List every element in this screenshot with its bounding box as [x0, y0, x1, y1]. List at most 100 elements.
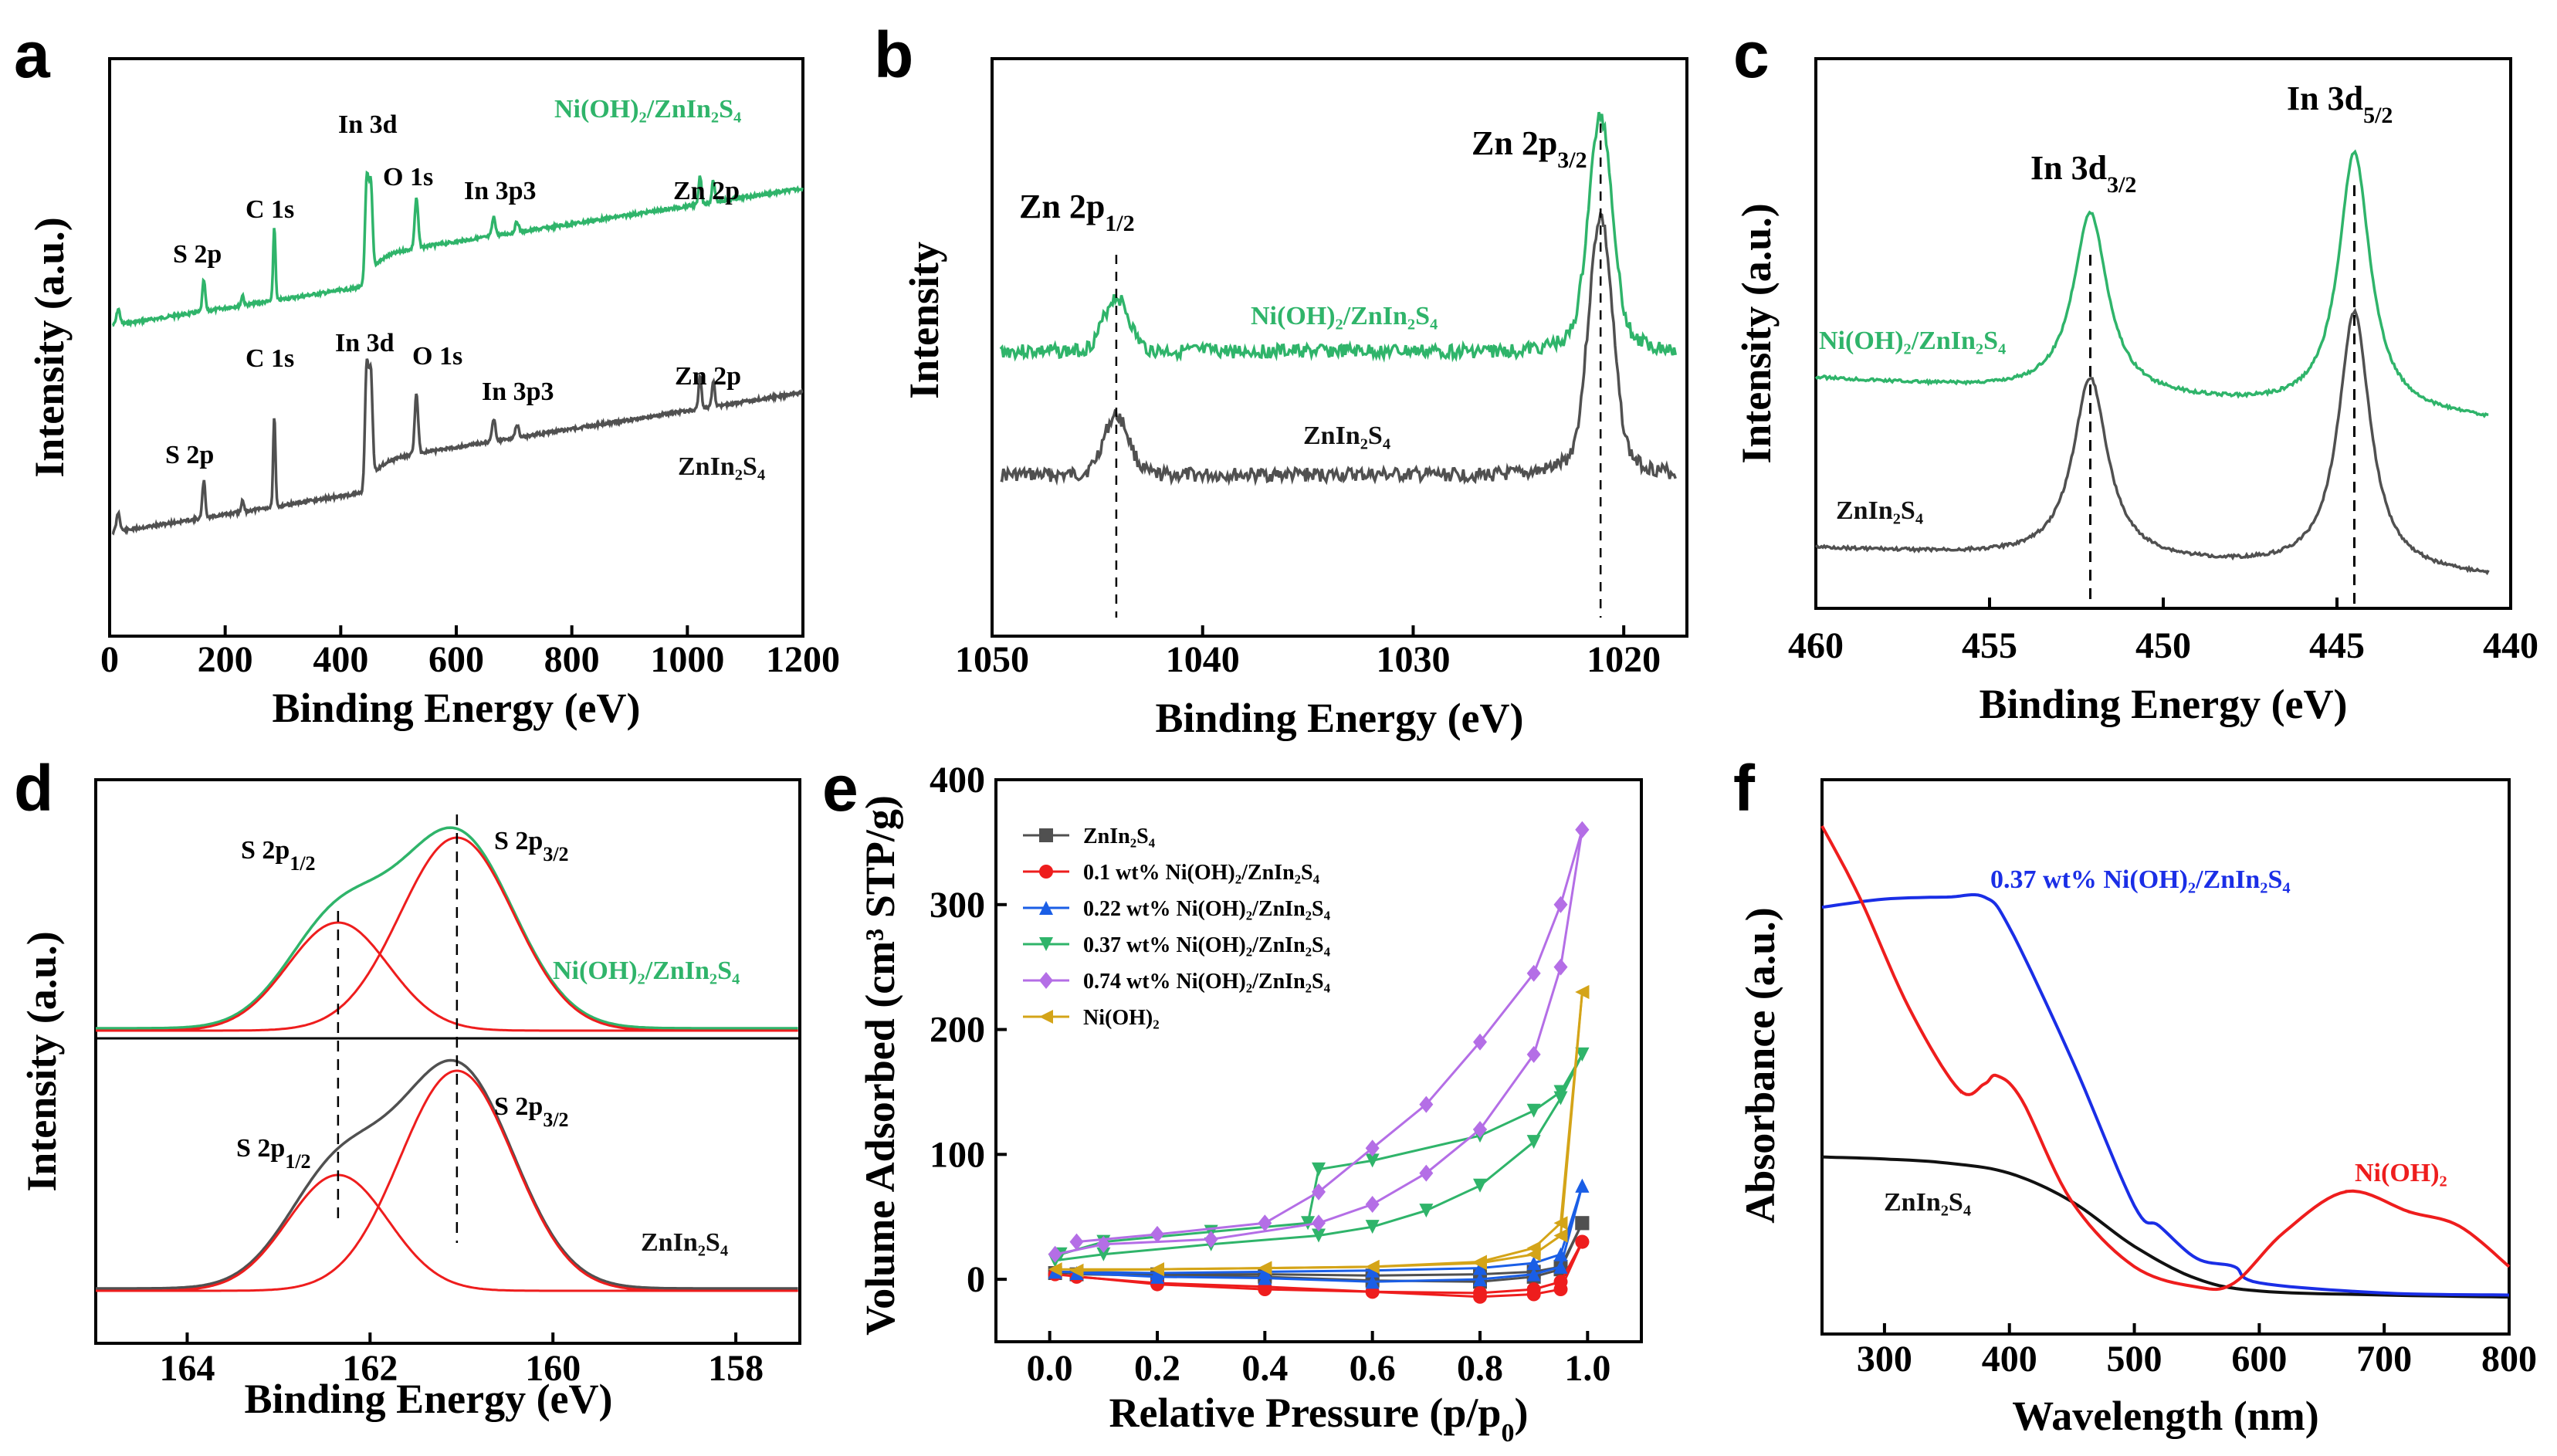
- panel-e-data-point: [1553, 896, 1568, 913]
- panel-e-data-point: [1312, 1183, 1326, 1200]
- panel-e-data-point: [1365, 1220, 1380, 1234]
- panel-a-tick-label: 1000: [650, 639, 724, 680]
- panel-f-tick-label: 800: [2481, 1339, 2537, 1380]
- panel-d-top-fit-2p32: [96, 836, 798, 1032]
- panel-c-xlabel: Binding Energy (eV): [1979, 681, 2347, 727]
- panel-e-data-point: [1526, 1045, 1541, 1063]
- panel-e-desorption-line: [1076, 829, 1583, 1244]
- panel-e-data-point: [1473, 1033, 1487, 1051]
- panel-a-zis-curve: [111, 358, 804, 536]
- panel-d-tick-label: 162: [342, 1348, 398, 1389]
- panel-d-bottom-envelope: [96, 1058, 798, 1290]
- panel-a-bottom-peak-label: C 1s: [246, 344, 294, 373]
- panel-e-data-point: [1553, 1259, 1568, 1274]
- panel-c-ylabel: Intensity (a.u.): [1733, 203, 1780, 464]
- panel-c-tick-label: 450: [2135, 625, 2191, 666]
- panel-a-top-peak-label: In 3p3: [464, 177, 537, 205]
- panel-f-blue-label: 0.37 wt% Ni(OH)₂/ZnIn₂S₄: [1990, 865, 2291, 894]
- panel-c-tick-label: 445: [2309, 625, 2365, 666]
- panel-b-tick-label: 1030: [1376, 639, 1450, 680]
- panel-e-data-point: [1526, 1267, 1541, 1282]
- panel-e-legend-marker: [1039, 1010, 1053, 1024]
- panel-e-data-point: [1258, 1271, 1272, 1285]
- panel-e-ytick-label: 0: [967, 1259, 985, 1300]
- panel-a-bottom-peak-label: O 1s: [412, 342, 462, 371]
- panel-e-data-point: [1365, 1259, 1380, 1274]
- panel-c-tick-label: 460: [1788, 625, 1844, 666]
- panel-d-top-peak2-label: S 2p3/2: [494, 827, 569, 865]
- panel-e-series-2: [1048, 1178, 1590, 1289]
- panel-f-frame: [1820, 778, 2511, 1336]
- panel-e-legend-label: 0.22 wt% Ni(OH)₂/ZnIn₂S₄: [1083, 897, 1331, 921]
- panel-e-ticks: 0.0 0.2 0.4 0.6 0.8 1.0 0 100 200 300 400: [930, 760, 1610, 1389]
- panel-f-black-label: ZnIn₂S₄: [1884, 1188, 1971, 1217]
- panel-a-top-peak-label: O 1s: [383, 163, 433, 191]
- panel-e-data-point: [1553, 1228, 1568, 1243]
- panel-c-peak2-label: In 3d5/2: [2287, 80, 2393, 128]
- panel-b-ylabel: Intensity: [901, 242, 947, 399]
- panel-e-data-point: [1473, 1178, 1487, 1193]
- panel-e-data-point: [1419, 1204, 1434, 1218]
- panel-c-bottom-series-label: ZnIn₂S₄: [1836, 496, 1923, 525]
- panel-e-ylabel: Volume Adsorbed (cm³ STP/g): [857, 795, 903, 1336]
- panel-c-top-series-label: Ni(OH)₂/ZnIn₂S₄: [1819, 327, 2006, 355]
- panel-e-data-point: [1575, 1234, 1590, 1249]
- panel-f: f 300 400 500 600 700 800 Wavelength (nm) Abs…: [1733, 752, 2537, 1439]
- panel-a-curves: [111, 170, 804, 536]
- panel-b-letter: b: [874, 19, 913, 91]
- panel-e-ytick-label: 300: [930, 885, 985, 926]
- panel-e-legend-marker: [1039, 972, 1053, 989]
- panel-e-data-point: [1312, 1228, 1326, 1243]
- panel-e-xtick-label: 1.0: [1564, 1348, 1610, 1389]
- panel-a-tick-label: 0: [100, 639, 119, 680]
- panel-e-data-point: [1553, 1085, 1568, 1099]
- panel-e-data-point: [1473, 1120, 1487, 1138]
- panel-e-ytick-label: 200: [930, 1010, 985, 1051]
- panel-e-data-point: [1526, 1135, 1541, 1150]
- panel-a-bottom-peak-label: Zn 2p: [675, 362, 741, 391]
- panel-a-top-peak-label: C 1s: [246, 195, 294, 224]
- panel-e-ytick-label: 100: [930, 1134, 985, 1175]
- panel-e-data-point: [1258, 1214, 1272, 1232]
- panel-a-peak-labels: S 2p C 1s In 3d O 1s In 3p3 Zn 2p S 2p C 1s In 3…: [165, 110, 741, 469]
- panel-b-top-series-label: Ni(OH)₂/ZnIn₂S₄: [1251, 302, 1438, 330]
- panel-c-tick-label: 455: [1962, 625, 2017, 666]
- panel-f-curves: [1820, 825, 2511, 1299]
- panel-a-tick-label: 600: [428, 639, 484, 680]
- panel-e-data-point: [1473, 1272, 1487, 1287]
- panel-e-adsorption-line: [1055, 1185, 1583, 1275]
- panel-d-curves: [96, 814, 798, 1292]
- panel-b-peak1-label: Zn 2p1/2: [1019, 188, 1135, 236]
- panel-e-data-point: [1575, 821, 1590, 838]
- panel-c-tick-label: 440: [2483, 625, 2538, 666]
- panel-e-data-point: [1204, 1231, 1218, 1248]
- panel-e-data-point: [1069, 1233, 1084, 1251]
- panel-a-top-series-label: Ni(OH)₂/ZnIn₂S₄: [554, 95, 741, 124]
- panel-e-series-3: [1048, 1047, 1590, 1268]
- panel-a-xticks: 0 200 400 600 800 1000 1200: [100, 625, 840, 680]
- panel-e-data-point: [1526, 1256, 1541, 1271]
- panel-e-data-point: [1312, 1214, 1326, 1232]
- panel-d-top-envelope: [96, 826, 798, 1030]
- panel-e-data-point: [1575, 1216, 1590, 1231]
- panel-f-tick-label: 500: [2107, 1339, 2162, 1380]
- panel-e-legend-label: 0.74 wt% Ni(OH)₂/ZnIn₂S₄: [1083, 970, 1331, 994]
- panel-e-data-point: [1575, 985, 1590, 1000]
- panel-e-xlabel: Relative Pressure (p/p0): [1109, 1390, 1529, 1448]
- panel-e-legend-label: 0.1 wt% Ni(OH)₂/ZnIn₂S₄: [1083, 861, 1320, 885]
- panel-e-frame: [994, 778, 1643, 1343]
- panel-e-legend: ZnIn₂S₄ 0.1 wt% Ni(OH)₂/ZnIn₂S₄ 0.22 wt% N…: [1023, 825, 1331, 1030]
- panel-e-data-point: [1473, 1255, 1487, 1269]
- panel-e-legend-marker: [1039, 828, 1053, 842]
- panel-e-series-5: [1048, 985, 1590, 1278]
- panel-e-xtick-label: 0.4: [1241, 1348, 1288, 1389]
- panel-f-xlabel: Wavelength (nm): [2012, 1393, 2319, 1439]
- panel-a-tick-label: 1200: [766, 639, 840, 680]
- panel-a: a 0 200 400 600 800 1000 1200 Binding Energy (…: [14, 19, 840, 731]
- panel-f-xticks: 300 400 500 600 700 800: [1857, 1323, 2537, 1380]
- panel-e-adsorption-line: [1055, 1054, 1583, 1262]
- panel-f-tick-label: 700: [2356, 1339, 2412, 1380]
- panel-a-tick-label: 200: [198, 639, 253, 680]
- panel-a-ylabel: Intensity (a.u.): [26, 217, 73, 478]
